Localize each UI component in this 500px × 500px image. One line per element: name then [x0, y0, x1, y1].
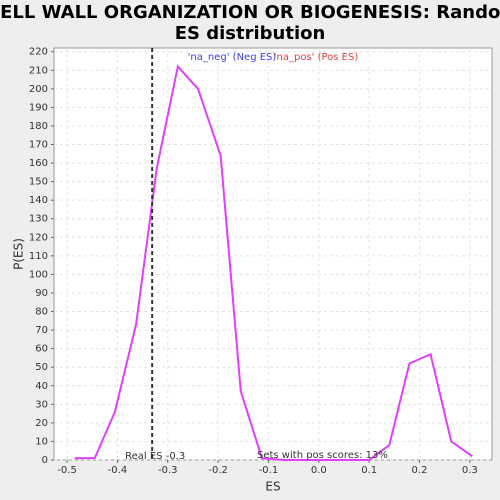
y-tick-label: 30 — [35, 399, 48, 410]
y-tick-label: 60 — [35, 344, 48, 355]
x-tick-label: -0.2 — [208, 465, 228, 476]
y-tick-label: 20 — [35, 418, 48, 429]
x-tick-label: 0.1 — [361, 465, 377, 476]
y-tick-label: 210 — [29, 65, 48, 76]
y-tick-label: 200 — [29, 84, 48, 95]
y-tick-label: 160 — [29, 158, 48, 169]
y-tick-label: 180 — [29, 121, 48, 132]
y-tick-label: 90 — [35, 288, 48, 299]
legend-entry: 'na_neg' (Neg ES) — [188, 52, 277, 63]
y-tick-label: 70 — [35, 325, 48, 336]
x-tick-label: -0.5 — [57, 465, 77, 476]
title-line: CELL WALL ORGANIZATION OR BIOGENESIS: Ra… — [0, 2, 500, 23]
y-tick-label: 150 — [29, 177, 48, 188]
x-tick-label: 0.3 — [462, 465, 478, 476]
x-tick-label: -0.3 — [158, 465, 178, 476]
y-tick-label: 220 — [29, 47, 48, 58]
y-tick-label: 110 — [29, 251, 48, 262]
y-tick-label: 40 — [35, 381, 48, 392]
y-tick-label: 140 — [29, 195, 48, 206]
y-tick-label: 120 — [29, 232, 48, 243]
x-tick-label: 0.2 — [412, 465, 428, 476]
y-tick-label: 50 — [35, 362, 48, 373]
chart-title: CELL WALL ORGANIZATION OR BIOGENESIS: Ra… — [0, 2, 500, 44]
y-axis-label: P(ES) — [12, 238, 26, 270]
y-tick-label: 0 — [42, 455, 48, 466]
x-tick-label: -0.1 — [259, 465, 279, 476]
x-tick-label: 0.0 — [311, 465, 327, 476]
annotation: Sets with pos scores: 13% — [257, 450, 388, 461]
x-axis-label: ES — [265, 480, 280, 494]
y-tick-label: 80 — [35, 307, 48, 318]
plot-area — [53, 47, 493, 461]
annotation: Real ES -0.3 — [125, 451, 185, 462]
legend-entry: 'na_pos' (Pos ES) — [274, 52, 359, 63]
series-line — [74, 64, 473, 461]
x-tick-label: -0.4 — [108, 465, 128, 476]
y-tick-label: 100 — [29, 269, 48, 280]
y-tick-label: 10 — [35, 436, 48, 447]
y-tick-label: 130 — [29, 214, 48, 225]
y-tick-label: 170 — [29, 140, 48, 151]
y-tick-label: 190 — [29, 102, 48, 113]
title-line: ES distribution — [175, 23, 326, 44]
